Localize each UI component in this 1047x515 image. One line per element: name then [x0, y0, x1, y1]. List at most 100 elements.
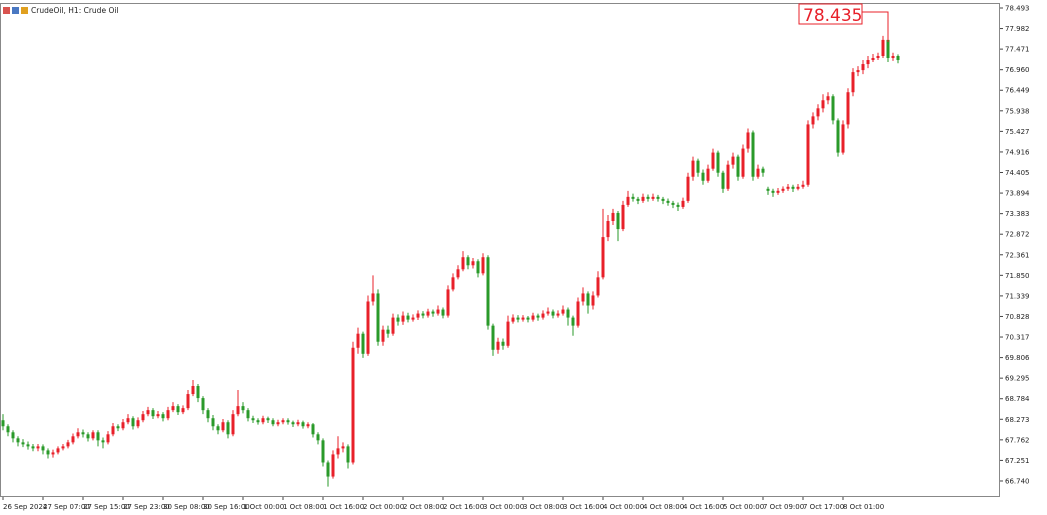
- candle-body: [191, 386, 195, 395]
- candle-body: [166, 410, 170, 419]
- candle-body: [16, 438, 20, 443]
- candle-body: [206, 410, 210, 419]
- candle-body: [391, 317, 395, 334]
- candle-body: [676, 204, 680, 207]
- last-price: 78.435: [803, 6, 862, 26]
- y-tick-label: 71.339: [1005, 292, 1030, 300]
- candle-body: [311, 424, 315, 435]
- x-tick-label: 3 Oct 08:00: [523, 503, 564, 511]
- plot-frame: [0, 3, 1000, 497]
- candle-body: [856, 70, 860, 73]
- chart-title: CrudeOil, H1: Crude Oil: [31, 6, 119, 15]
- x-tick-label: 1 Oct 00:00: [243, 503, 284, 511]
- candle-body: [21, 442, 25, 445]
- y-tick-label: 72.361: [1005, 251, 1030, 259]
- candle-body: [761, 168, 765, 173]
- candle-body: [656, 196, 660, 199]
- candle-body: [141, 414, 145, 421]
- candle-body: [156, 414, 160, 417]
- candle-body: [626, 196, 630, 205]
- candle-body: [556, 313, 560, 316]
- candle-body: [236, 406, 240, 415]
- candle-body: [501, 341, 505, 346]
- candle-body: [316, 434, 320, 441]
- x-tick-label: 27 Sep 07:00: [43, 503, 90, 511]
- y-tick-label: 74.405: [1005, 169, 1030, 177]
- candle-body: [471, 261, 475, 266]
- candle-body: [586, 293, 590, 306]
- candle-body: [756, 168, 760, 177]
- candle-body: [831, 96, 835, 121]
- y-tick-label: 76.449: [1005, 87, 1030, 95]
- candle-body: [181, 408, 185, 413]
- candle-body: [836, 120, 840, 153]
- candle-body: [716, 152, 720, 173]
- candle-body: [541, 313, 545, 318]
- candle-body: [636, 198, 640, 201]
- candle-body: [321, 440, 325, 463]
- y-tick-label: 72.872: [1005, 231, 1030, 239]
- x-tick-label: 4 Oct 08:00: [643, 503, 684, 511]
- candle-body: [696, 160, 700, 173]
- candle-body: [681, 200, 685, 207]
- candle-body: [821, 100, 825, 109]
- candle-body: [386, 329, 390, 334]
- y-tick-label: 74.916: [1005, 148, 1030, 156]
- candle-body: [91, 432, 95, 439]
- candle-body: [41, 446, 45, 451]
- candle-body: [706, 168, 710, 181]
- candle-body: [581, 293, 585, 302]
- candle-body: [176, 406, 180, 413]
- candle-body: [546, 311, 550, 314]
- candle-body: [211, 418, 215, 427]
- candle-body: [136, 420, 140, 427]
- candle-body: [536, 315, 540, 318]
- price-box: [798, 3, 863, 25]
- candle-body: [441, 309, 445, 316]
- x-tick-label: 1 Oct 08:00: [283, 503, 324, 511]
- candle-body: [456, 269, 460, 278]
- y-tick-label: 75.938: [1005, 107, 1030, 115]
- candle-body: [631, 196, 635, 199]
- candle-body: [806, 124, 810, 185]
- candle-body: [746, 132, 750, 149]
- x-tick-label: 27 Sep 23:00: [123, 503, 170, 511]
- y-tick-label: 77.982: [1005, 25, 1030, 33]
- candle-body: [351, 347, 355, 463]
- x-tick-label: 2 Oct 00:00: [363, 503, 404, 511]
- candle-body: [6, 426, 10, 433]
- x-tick-label: 3 Oct 00:00: [483, 503, 524, 511]
- candle-body: [426, 311, 430, 316]
- candle-body: [736, 156, 740, 177]
- candle-body: [491, 325, 495, 350]
- candle-body: [811, 116, 815, 125]
- candle-body: [221, 422, 225, 431]
- candle-body: [531, 315, 535, 320]
- candle-body: [326, 462, 330, 477]
- candle-body: [891, 56, 895, 59]
- candle-body: [216, 426, 220, 431]
- icon: [3, 7, 10, 14]
- x-tick-label: 30 Sep 08:00: [163, 503, 210, 511]
- candle-body: [276, 422, 280, 425]
- candle-body: [146, 410, 150, 415]
- y-tick-label: 68.273: [1005, 416, 1030, 424]
- candle-body: [286, 420, 290, 423]
- candle-body: [591, 295, 595, 306]
- candle-body: [661, 198, 665, 201]
- candle-body: [866, 60, 870, 65]
- candle-body: [641, 196, 645, 201]
- candle-body: [196, 386, 200, 399]
- candle-body: [646, 196, 650, 199]
- candle-body: [96, 432, 100, 441]
- candle-body: [566, 309, 570, 318]
- candle-body: [686, 176, 690, 201]
- candle-body: [271, 420, 275, 425]
- candle-body: [51, 452, 55, 455]
- candle-body: [496, 341, 500, 350]
- candle-body: [871, 58, 875, 61]
- candle-body: [431, 311, 435, 314]
- candle-body: [11, 432, 15, 439]
- candle-body: [701, 172, 705, 181]
- candle-body: [516, 317, 520, 320]
